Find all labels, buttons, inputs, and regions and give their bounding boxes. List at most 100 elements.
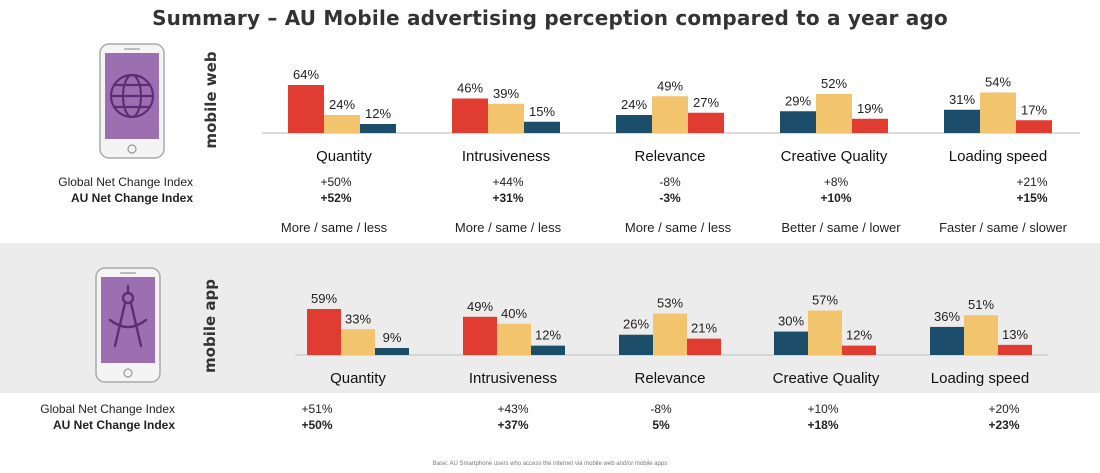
- au-index-web-quantity: +52%: [320, 191, 352, 205]
- bar-web-intrusiveness-less: [524, 121, 560, 133]
- bar-value-label: 19%: [857, 101, 883, 116]
- bar-web-creative-quality-same: [816, 94, 852, 133]
- category-label-web-intrusiveness: Intrusiveness: [462, 148, 550, 165]
- bar-value-label: 49%: [657, 78, 683, 93]
- category-label-app-creative-quality: Creative Quality: [773, 370, 880, 387]
- category-label-app-intrusiveness: Intrusiveness: [469, 370, 557, 387]
- legend-quantity: More / same / less: [280, 220, 388, 235]
- au-index-app-quantity: +50%: [301, 418, 333, 432]
- bar-web-quantity-more: [288, 85, 324, 133]
- global-index-label-app: Global Net Change Index: [40, 402, 175, 416]
- bar-web-relevance-same: [652, 96, 688, 133]
- bar-value-label: 24%: [621, 97, 647, 112]
- global-index-web-relevance: -8%: [659, 175, 681, 189]
- au-index-web-relevance: -3%: [659, 191, 681, 205]
- legend-relevance: More / same / less: [624, 220, 732, 235]
- global-index-label-web: Global Net Change Index: [58, 175, 193, 189]
- au-index-label-app: AU Net Change Index: [52, 418, 175, 432]
- global-index-app-quantity: +51%: [301, 402, 333, 416]
- category-label-app-relevance: Relevance: [635, 370, 706, 387]
- bar-app-creative-quality-more: [842, 345, 876, 355]
- au-index-app-creative-quality: +18%: [807, 418, 839, 432]
- global-index-app-relevance: -8%: [650, 402, 672, 416]
- bar-value-label: 33%: [345, 311, 371, 326]
- category-label-web-relevance: Relevance: [635, 148, 706, 165]
- au-index-app-relevance: 5%: [652, 418, 670, 432]
- au-index-web-creative-quality: +10%: [820, 191, 852, 205]
- bar-web-intrusiveness-same: [488, 103, 524, 133]
- bar-value-label: 31%: [949, 92, 975, 107]
- bar-value-label: 49%: [467, 299, 493, 314]
- au-index-label-web: AU Net Change Index: [70, 191, 193, 205]
- au-index-web-intrusiveness: +31%: [492, 191, 524, 205]
- global-index-web-quantity: +50%: [320, 175, 352, 189]
- bar-value-label: 30%: [778, 314, 804, 329]
- phone-web-icon: [99, 43, 165, 159]
- bar-value-label: 64%: [293, 67, 319, 82]
- bar-value-label: 54%: [985, 75, 1011, 90]
- bar-value-label: 57%: [812, 293, 838, 308]
- globe-icon: [109, 73, 155, 119]
- bar-value-label: 53%: [657, 296, 683, 311]
- bar-app-relevance-more: [687, 338, 721, 355]
- global-index-web-creative-quality: +8%: [823, 175, 849, 189]
- bar-web-creative-quality-more: [852, 118, 888, 133]
- au-index-app-intrusiveness: +37%: [497, 418, 529, 432]
- bar-value-label: 40%: [501, 306, 527, 321]
- bar-app-intrusiveness-less: [531, 345, 565, 355]
- bar-web-loading-speed-same: [980, 92, 1016, 133]
- bar-web-loading-speed-more: [1016, 120, 1052, 133]
- bar-value-label: 17%: [1021, 102, 1047, 117]
- category-label-web-loading-speed: Loading speed: [949, 148, 1047, 165]
- bar-web-quantity-same: [324, 115, 360, 133]
- bar-app-quantity-same: [341, 329, 375, 355]
- bar-value-label: 46%: [457, 81, 483, 96]
- bar-value-label: 9%: [383, 330, 402, 345]
- bar-app-quantity-less: [375, 347, 409, 355]
- category-label-app-loading-speed: Loading speed: [931, 370, 1029, 387]
- bar-value-label: 26%: [623, 317, 649, 332]
- global-index-app-loading-speed: +20%: [988, 402, 1020, 416]
- section-label-web: mobile web: [202, 51, 220, 148]
- bar-value-label: 12%: [846, 328, 872, 343]
- bar-web-relevance-less: [616, 115, 652, 133]
- bar-web-quantity-less: [360, 124, 396, 133]
- bar-app-intrusiveness-same: [497, 323, 531, 355]
- global-index-app-intrusiveness: +43%: [497, 402, 529, 416]
- bar-value-label: 52%: [821, 76, 847, 91]
- bar-value-label: 27%: [693, 95, 719, 110]
- bar-value-label: 36%: [934, 309, 960, 324]
- bar-app-creative-quality-less: [774, 331, 808, 355]
- au-index-web-loading-speed: +15%: [1016, 191, 1048, 205]
- bar-app-loading-speed-more: [998, 344, 1032, 355]
- bar-app-quantity-more: [307, 308, 341, 355]
- category-label-web-creative-quality: Creative Quality: [781, 148, 888, 165]
- global-index-web-loading-speed: +21%: [1016, 175, 1048, 189]
- bar-app-loading-speed-same: [964, 315, 998, 355]
- global-index-app-creative-quality: +10%: [807, 402, 839, 416]
- global-index-web-intrusiveness: +44%: [492, 175, 524, 189]
- bar-value-label: 15%: [529, 104, 555, 119]
- bar-app-relevance-less: [619, 334, 653, 355]
- legend-creative-quality: Better / same / lower: [781, 220, 901, 235]
- bar-value-label: 39%: [493, 86, 519, 101]
- bar-value-label: 13%: [1002, 327, 1028, 342]
- bar-app-relevance-same: [653, 313, 687, 355]
- bar-web-loading-speed-less: [944, 109, 980, 133]
- bar-web-intrusiveness-more: [452, 98, 488, 133]
- bars-layer: 64% 24% 12% Quantity 46% 39% 15% Intrusiveness 2…: [288, 67, 1052, 387]
- section-label-app: mobile app: [201, 279, 219, 373]
- bar-value-label: 12%: [365, 106, 391, 121]
- bar-app-creative-quality-same: [808, 310, 842, 355]
- category-label-app-quantity: Quantity: [330, 370, 386, 387]
- bar-app-loading-speed-less: [930, 326, 964, 355]
- bar-value-label: 24%: [329, 97, 355, 112]
- bar-value-label: 51%: [968, 297, 994, 312]
- bar-value-label: 12%: [535, 328, 561, 343]
- bar-value-label: 21%: [691, 321, 717, 336]
- footnote: Base: AU Smartphone users who access the…: [432, 461, 668, 467]
- chart-title: Summary – AU Mobile advertising percepti…: [152, 6, 948, 30]
- bar-value-label: 59%: [311, 291, 337, 306]
- legend-intrusiveness: More / same / less: [454, 220, 562, 235]
